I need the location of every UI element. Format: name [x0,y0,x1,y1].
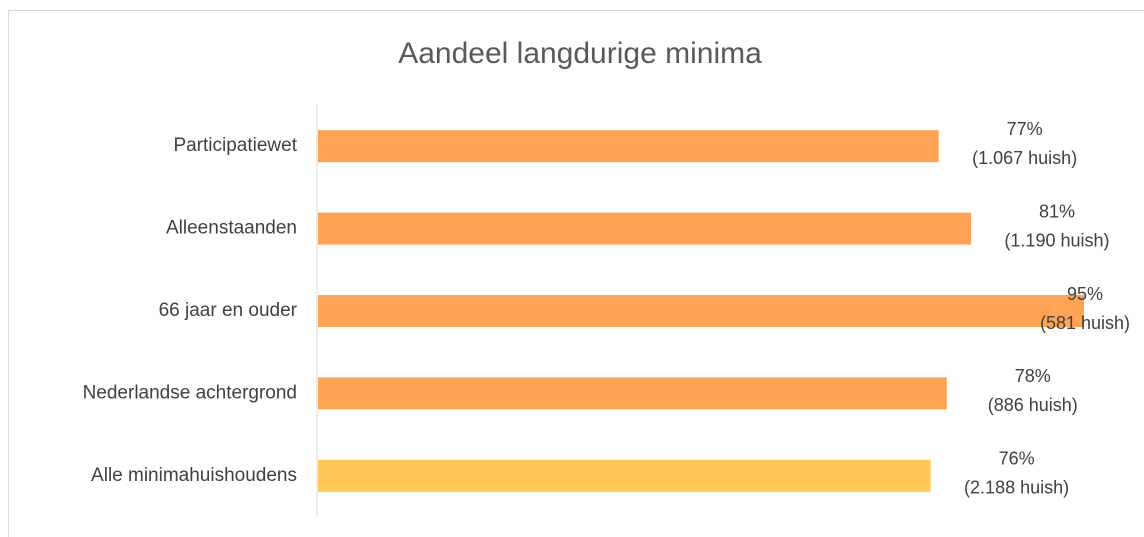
count-label: (1.190 huish) [1004,230,1109,250]
data-label: 77% [1007,119,1043,139]
bar [318,295,1084,327]
count-label: (886 huish) [988,395,1078,415]
y-tick-label: Alleenstaanden [166,218,297,239]
y-tick-label: Nederlandse achtergrond [83,382,297,403]
y-tick-label: Participatiewet [173,135,297,156]
bar [318,377,947,410]
data-label: 81% [1039,201,1075,221]
data-label: 76% [999,449,1035,469]
y-tick-label: Alle minimahuishoudens [91,465,297,486]
count-label: (581 huish) [1040,313,1130,333]
y-tick-label: 66 jaar en ouder [159,300,298,321]
data-label: 78% [1015,366,1051,386]
bar [318,212,971,245]
count-label: (1.067 huish) [972,148,1077,168]
chart-title: Aandeel langdurige minima [398,37,762,70]
chart-frame [8,10,1144,537]
count-label: (2.188 huish) [964,478,1069,498]
bar [318,130,939,163]
bar [318,459,931,492]
data-label: 95% [1067,284,1103,304]
